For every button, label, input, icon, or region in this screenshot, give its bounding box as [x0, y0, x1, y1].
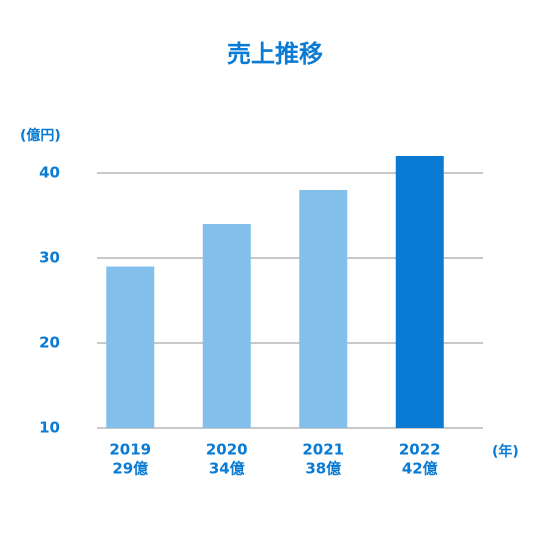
value-label: 38億	[305, 460, 341, 478]
x-tick-label: 2019	[109, 441, 151, 459]
x-tick-label: 2021	[302, 441, 344, 459]
value-label: 34億	[209, 460, 245, 478]
value-label: 29億	[112, 460, 148, 478]
y-tick-label: 20	[39, 334, 60, 352]
bar	[202, 224, 251, 428]
value-label: 42億	[402, 460, 438, 478]
x-tick-label: 2020	[206, 441, 248, 459]
y-axis-label: (億円)	[20, 127, 61, 144]
bar	[106, 266, 155, 428]
chart-title: 売上推移	[227, 40, 323, 68]
x-tick-label: 2022	[399, 441, 441, 459]
y-tick-label: 30	[39, 249, 60, 267]
y-tick-label: 40	[39, 164, 60, 182]
y-tick-label: 10	[39, 419, 60, 437]
bar	[299, 190, 348, 428]
x-axis-label: (年)	[492, 443, 519, 460]
bar	[395, 156, 444, 428]
